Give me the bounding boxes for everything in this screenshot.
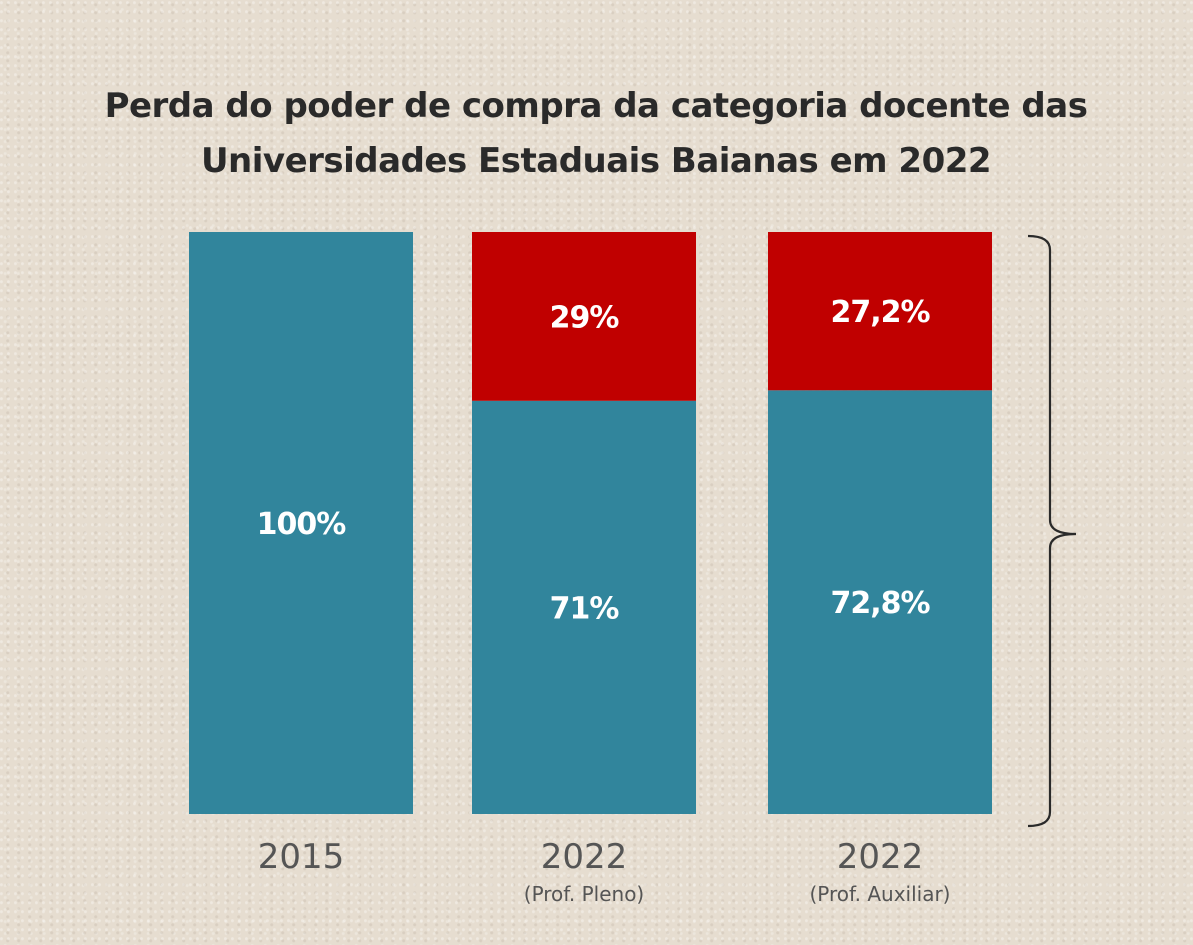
chart-title-line-1: Perda do poder de compra da categoria do… — [105, 86, 1088, 126]
bar-segment — [768, 390, 992, 814]
category-sublabel: (Prof. Auxiliar) — [810, 882, 951, 906]
chart-title: Perda do poder de compra da categoria do… — [105, 86, 1088, 181]
chart-title-line-2: Universidades Estaduais Baianas em 2022 — [201, 141, 991, 181]
bar-segment — [472, 232, 696, 401]
bar-segment — [189, 232, 413, 814]
bars: 100% 71% 29% 72,8% 27,2% — [189, 232, 992, 814]
category-label: 2015 — [258, 837, 345, 877]
brace-annotation — [1027, 234, 1077, 828]
data-label: 27,2% — [830, 295, 930, 330]
bar-segment — [768, 232, 992, 391]
bar-segment — [472, 400, 696, 814]
category-label: 2022 — [541, 837, 628, 877]
data-label: 72,8% — [830, 586, 930, 621]
data-label: 29% — [550, 300, 620, 335]
category-label: 2022 — [837, 837, 924, 877]
category-labels: 2015 2022 (Prof. Pleno) 2022 (Prof. Auxiliar… — [258, 837, 951, 906]
category-sublabel: (Prof. Pleno) — [524, 882, 644, 906]
data-label: 100% — [257, 507, 347, 542]
data-label: 71% — [550, 591, 620, 626]
